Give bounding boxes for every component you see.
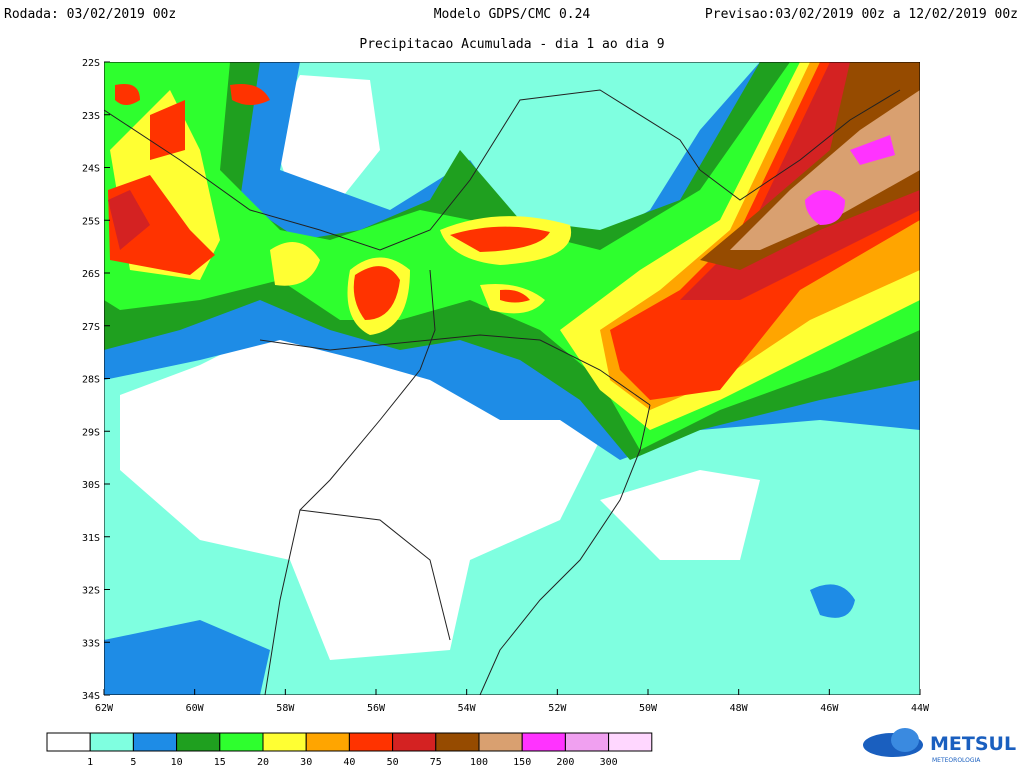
colorbar-box (305, 732, 350, 752)
lat-label: 31S (82, 533, 100, 544)
lon-label: 52W (548, 703, 567, 714)
lat-label: 27S (82, 322, 100, 333)
lat-label: 24S (82, 164, 100, 175)
colorbar-box (608, 732, 653, 752)
colorbar-box (348, 732, 394, 752)
lon-label: 48W (730, 703, 749, 714)
colorbar-label: 100 (470, 757, 488, 768)
lat-label: 32S (82, 586, 100, 597)
run-label: Rodada: 03/02/2019 00z (4, 7, 176, 22)
lon-label: 54W (458, 703, 477, 714)
lat-label: 23S (82, 111, 100, 122)
colorbar-box (262, 732, 307, 752)
colorbar-label: 30 (300, 757, 312, 768)
logo-name: METSUL (930, 733, 1016, 755)
colorbar-label: 75 (430, 757, 442, 768)
lon-label: 58W (276, 703, 295, 714)
lon-label: 56W (367, 703, 386, 714)
colorbar-label: 300 (600, 757, 618, 768)
lat-label: 22S (82, 58, 100, 69)
lat-label: 29S (82, 427, 100, 438)
colorbar-label: 1 (87, 757, 93, 768)
colorbar-box (89, 732, 134, 752)
colorbar-box (46, 732, 91, 752)
logo: METSUL METEOROLOGIA (863, 728, 1016, 764)
colorbar-box (392, 732, 437, 752)
colorbar-label: 10 (171, 757, 183, 768)
colorbar-box (132, 732, 178, 752)
colorbar-box (521, 732, 566, 752)
precip-map (104, 62, 920, 695)
colorbar-label: 5 (130, 757, 136, 768)
colorbar-label: 150 (513, 757, 531, 768)
lon-label: 60W (186, 703, 205, 714)
lat-label: 28S (82, 375, 100, 386)
colorbar-box (219, 732, 264, 752)
lon-label: 62W (95, 703, 114, 714)
forecast-label: Previsao:03/02/2019 00z a 12/02/2019 00z (705, 7, 1018, 22)
colorbar-label: 50 (387, 757, 399, 768)
colorbar-box (564, 732, 610, 752)
colorbar-box (435, 732, 480, 752)
model-label: Modelo GDPS/CMC 0.24 (434, 7, 591, 22)
lon-label: 46W (820, 703, 839, 714)
logo-tagline: METEOROLOGIA (932, 757, 981, 764)
colorbar-label: 40 (343, 757, 355, 768)
lat-label: 33S (82, 638, 100, 649)
lat-label: 30S (82, 480, 100, 491)
colorbar-label: 200 (556, 757, 574, 768)
colorbar-label: 15 (214, 757, 226, 768)
colorbar-label: 20 (257, 757, 269, 768)
colorbar-box (478, 732, 523, 752)
lon-label: 50W (639, 703, 658, 714)
subtitle: Precipitacao Acumulada - dia 1 ao dia 9 (359, 37, 664, 52)
colorbar-box (176, 732, 221, 752)
lat-label: 26S (82, 269, 100, 280)
lat-label: 25S (82, 216, 100, 227)
lat-label: 34S (82, 691, 100, 702)
lon-label: 44W (911, 703, 930, 714)
